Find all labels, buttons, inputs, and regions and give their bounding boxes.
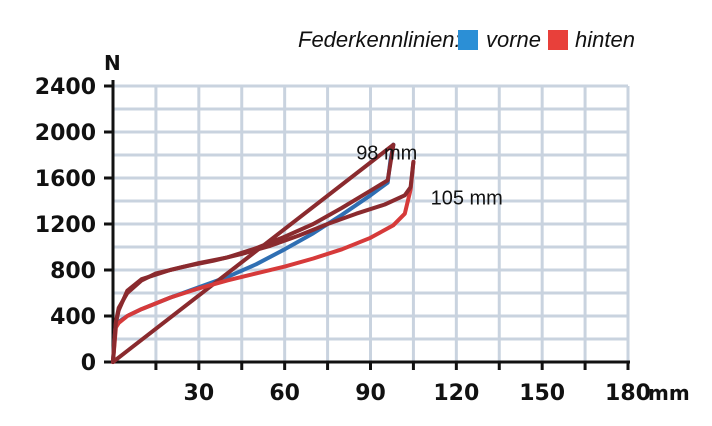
legend-swatch-hinten bbox=[548, 30, 568, 50]
y-tick-label: 400 bbox=[50, 305, 96, 330]
series-line-hinten-load bbox=[111, 159, 416, 364]
series-lines bbox=[111, 142, 416, 364]
series-line-hinten-return bbox=[111, 159, 416, 364]
y-tick-label: 2400 bbox=[35, 75, 96, 100]
y-tick-label: 1200 bbox=[35, 213, 96, 238]
axes bbox=[104, 80, 630, 370]
legend-swatch-vorne bbox=[458, 30, 478, 50]
x-tick-label: 30 bbox=[184, 381, 215, 406]
y-axis-unit: N bbox=[104, 51, 121, 75]
y-tick-label: 2000 bbox=[35, 121, 96, 146]
annotation-105mm: 105 mm bbox=[431, 187, 503, 209]
x-tick-labels: 30 60 90 120 150 180 bbox=[184, 381, 651, 406]
y-tick-label: 0 bbox=[81, 351, 96, 376]
x-tick-label: 90 bbox=[355, 381, 386, 406]
x-axis-unit: mm bbox=[648, 381, 690, 405]
legend-label-vorne: vorne bbox=[486, 27, 541, 52]
legend: Federkennlinien: vorne hinten bbox=[298, 27, 635, 52]
legend-title: Federkennlinien: bbox=[298, 27, 461, 52]
y-tick-labels: 0 400 800 1200 1600 2000 2400 bbox=[35, 75, 96, 376]
annotation-98mm: 98 mm bbox=[356, 143, 417, 165]
x-tick-label: 150 bbox=[519, 381, 565, 406]
legend-label-hinten: hinten bbox=[575, 27, 635, 52]
x-tick-label: 60 bbox=[269, 381, 300, 406]
x-tick-label: 180 bbox=[605, 381, 651, 406]
x-tick-label: 120 bbox=[433, 381, 479, 406]
y-tick-label: 800 bbox=[50, 259, 96, 284]
y-tick-label: 1600 bbox=[35, 167, 96, 192]
grid-lines bbox=[113, 84, 630, 362]
